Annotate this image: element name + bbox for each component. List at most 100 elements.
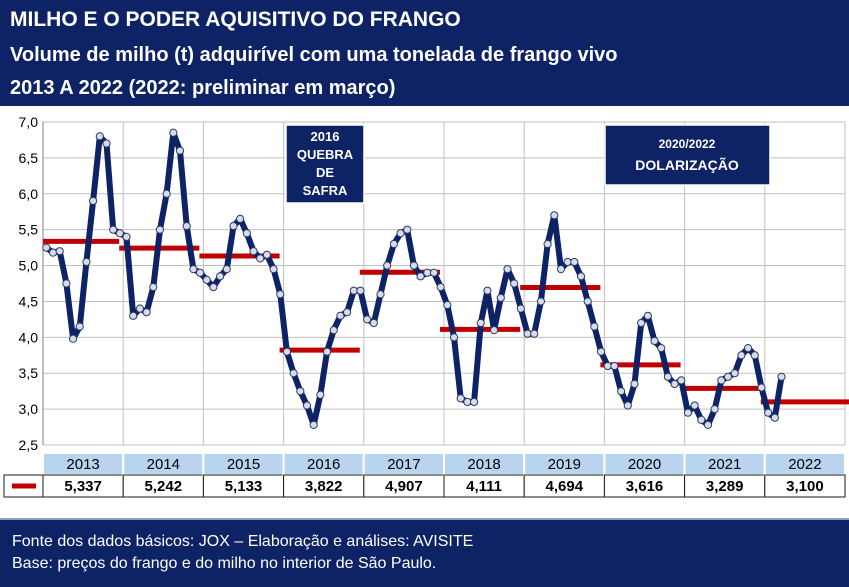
data-point-2021-7 [723, 372, 733, 381]
data-point-2021-4 [703, 420, 713, 430]
data-point-2014-10 [182, 221, 191, 231]
footer-source: Fonte dos dados básicos: JOX – Elaboraçã… [12, 533, 474, 550]
data-point-2018-12 [516, 304, 525, 313]
data-point-2013-2 [48, 248, 58, 257]
annotation-2020-box: 2020/2022 DOLARIZAÇÃO [604, 124, 771, 186]
data-point-2019-2 [530, 329, 539, 338]
footer-basis: Base: preços do frango e do milho no int… [12, 555, 437, 572]
y-tick-label: 5,0 [19, 258, 39, 274]
annotation-2016-line4: SAFRA [303, 183, 348, 198]
data-point-2013-4 [62, 279, 71, 288]
data-point-2019-1 [523, 329, 532, 338]
table-year-2019: 2019 [548, 456, 581, 473]
data-point-2014-2 [129, 311, 138, 320]
data-point-2020-2 [610, 361, 619, 371]
annotation-2016-line3: DE [316, 165, 334, 180]
data-point-2015-6 [236, 214, 245, 224]
data-point-2019-4 [543, 239, 552, 249]
y-tick-label: 7,0 [19, 114, 39, 130]
data-point-2022-3 [777, 372, 786, 381]
data-point-2017-3 [376, 290, 385, 299]
data-point-2020-3 [617, 387, 626, 396]
data-point-2021-9 [737, 351, 746, 360]
data-point-2021-11 [750, 351, 759, 360]
data-point-2018-11 [510, 279, 519, 288]
data-point-2017-8 [409, 261, 419, 270]
data-point-2016-12 [356, 286, 365, 295]
data-point-2021-2 [690, 401, 699, 410]
y-tick-label: 6,5 [19, 150, 39, 166]
y-tick-label: 5,5 [19, 222, 39, 238]
data-point-2018-8 [490, 326, 499, 335]
data-point-2017-4 [383, 261, 392, 270]
line-chart: 2,5 3,0 3,5 4,0 4,5 5,0 5,5 6,0 6,5 7,0 2016 QUEB… [3, 114, 849, 498]
data-point-2018-7 [483, 286, 492, 295]
y-tick-label: 3,5 [19, 365, 39, 381]
data-point-2015-4 [222, 265, 231, 274]
data-point-2018-5 [469, 397, 479, 407]
data-point-2014-5 [149, 282, 158, 292]
data-point-2021-12 [757, 383, 766, 392]
data-point-2015-11 [269, 265, 278, 274]
data-point-2021-8 [730, 369, 739, 378]
annotation-2016-line1: 2016 [311, 129, 340, 144]
table-year-2014: 2014 [147, 456, 180, 473]
data-point-2020-12 [677, 376, 686, 385]
chart-area: 2,5 3,0 3,5 4,0 4,5 5,0 5,5 6,0 6,5 7,0 2016 QUEB… [0, 108, 849, 518]
chart-subtitle: Volume de milho (t) adquirível com uma t… [10, 44, 618, 66]
data-point-2016-5 [309, 420, 318, 430]
data-point-2019-8 [570, 257, 579, 267]
data-point-2021-5 [710, 405, 719, 414]
annotation-2016-line2: QUEBRA [297, 147, 354, 162]
data-point-2016-7 [322, 347, 332, 356]
data-point-2017-5 [389, 239, 398, 249]
data-point-2015-10 [262, 250, 271, 259]
y-tick-label: 4,0 [19, 329, 39, 345]
data-point-2015-5 [229, 221, 238, 231]
y-tick-label: 3,0 [19, 401, 39, 417]
annotation-2020-line2: DOLARIZAÇÃO [635, 156, 739, 173]
table-year-2018: 2018 [467, 456, 500, 473]
table-value-2021: 3,289 [706, 478, 744, 495]
data-point-2016-11 [349, 286, 358, 295]
data-point-2016-8 [329, 326, 338, 335]
data-point-2015-7 [242, 229, 251, 238]
data-point-2020-7 [643, 311, 652, 320]
data-point-2015-2 [209, 282, 218, 292]
data-point-2016-6 [316, 390, 325, 399]
data-point-2014-8 [169, 128, 178, 137]
data-point-2020-11 [670, 379, 679, 389]
data-point-2020-8 [650, 336, 659, 346]
chart-period: 2013 A 2022 (2022: preliminar em março) [10, 77, 396, 99]
data-point-2016-9 [336, 311, 345, 320]
data-point-2021-10 [743, 344, 753, 353]
data-point-2019-6 [556, 265, 566, 274]
data-point-2015-3 [216, 272, 225, 281]
data-point-2019-10 [583, 297, 592, 306]
data-point-2021-6 [717, 376, 726, 385]
data-point-2013-5 [68, 334, 78, 343]
data-point-2013-10 [102, 139, 111, 148]
data-point-2017-12 [436, 282, 445, 292]
data-point-2019-11 [590, 322, 599, 331]
y-tick-label: 4,5 [19, 293, 39, 309]
chart-title: MILHO E O PODER AQUISITIVO DO FRANGO [10, 8, 461, 31]
data-point-2019-7 [563, 257, 572, 267]
data-point-2019-12 [596, 347, 606, 356]
data-point-2014-6 [155, 225, 165, 234]
table-year-2020: 2020 [628, 456, 661, 473]
data-point-2017-10 [423, 268, 432, 277]
data-point-2013-7 [82, 257, 91, 267]
table-value-2014: 5,242 [145, 478, 183, 495]
data-point-2017-11 [429, 268, 439, 277]
y-tick-label: 2,5 [19, 437, 39, 453]
data-point-2014-4 [142, 308, 151, 317]
data-point-2016-2 [289, 369, 298, 378]
data-point-2014-11 [189, 265, 198, 274]
data-point-2013-3 [55, 247, 64, 256]
data-point-2020-4 [623, 401, 632, 410]
table-value-2013: 5,337 [64, 478, 102, 495]
data-point-2015-12 [276, 290, 285, 299]
data-point-2020-5 [630, 379, 639, 389]
header-banner: MILHO E O PODER AQUISITIVO DO FRANGO Vol… [0, 0, 849, 106]
